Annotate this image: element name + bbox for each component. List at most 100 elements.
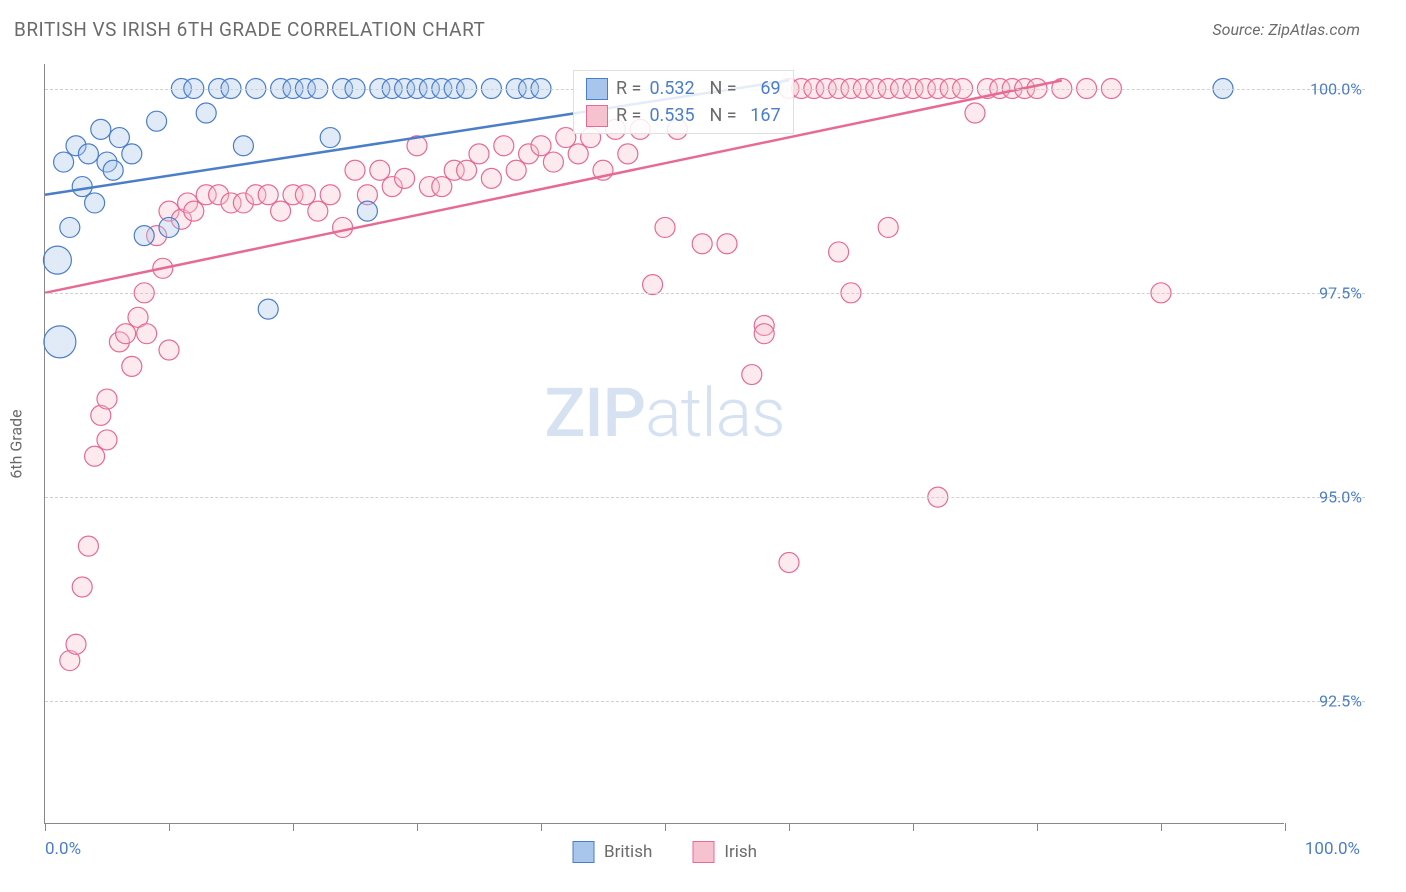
data-point [965,103,985,123]
x-tick [665,823,666,831]
gridline [45,293,1365,294]
data-point [91,119,111,139]
data-point [78,536,98,556]
data-point [370,160,390,180]
data-point [531,136,551,156]
stats-row-british: R = 0.532 N = 69 [586,75,781,102]
data-point [717,234,737,254]
data-point [196,103,216,123]
data-point [72,577,92,597]
stats-swatch-irish [586,105,608,127]
chart-title: BRITISH VS IRISH 6TH GRADE CORRELATION C… [14,18,485,41]
data-point [60,217,80,237]
legend-item-irish: Irish [692,841,757,863]
data-point [72,177,92,197]
gridline [45,701,1365,702]
data-point [159,217,179,237]
data-point [116,324,136,344]
data-point [258,299,278,319]
data-point [103,160,123,180]
chart-source: Source: ZipAtlas.com [1212,20,1360,39]
x-tick [1161,823,1162,831]
data-point [66,634,86,654]
stats-n-irish: 167 [745,102,781,129]
data-point [295,185,315,205]
x-tick [45,823,46,831]
data-point [109,128,129,148]
x-tick [417,823,418,831]
data-point [655,217,675,237]
data-point [494,136,514,156]
data-point [568,144,588,164]
data-point [147,111,167,131]
x-max-label: 100.0% [1305,839,1360,859]
data-point [97,389,117,409]
data-point [320,185,340,205]
x-min-label: 0.0% [45,839,81,859]
legend-swatch-irish [692,841,714,863]
stats-box: R = 0.532 N = 69 R = 0.535 N = 167 [573,70,794,134]
data-point [469,144,489,164]
data-point [692,234,712,254]
x-tick [293,823,294,831]
data-point [506,160,526,180]
data-point [357,201,377,221]
data-point [44,326,76,358]
data-point [184,201,204,221]
data-point [333,217,353,237]
x-tick [913,823,914,831]
y-tick-label: 92.5% [1319,692,1362,711]
legend-label-british: British [604,842,652,862]
stats-swatch-british [586,78,608,100]
plot-svg [45,64,1285,824]
legend-label-irish: Irish [724,842,757,862]
data-point [271,201,291,221]
data-point [878,217,898,237]
legend-swatch-british [572,841,594,863]
gridline [45,497,1365,498]
data-point [395,168,415,188]
data-point [345,160,365,180]
x-tick [541,823,542,831]
data-point [78,144,98,164]
data-point [543,152,563,172]
data-point [159,340,179,360]
data-point [43,246,71,274]
x-tick [1285,823,1286,831]
data-point [54,152,74,172]
data-point [432,177,452,197]
data-point [308,201,328,221]
legend: British Irish [572,841,757,863]
data-point [481,168,501,188]
data-point [457,160,477,180]
data-point [754,324,774,344]
stats-row-irish: R = 0.535 N = 167 [586,102,781,129]
y-tick-label: 100.0% [1310,79,1362,98]
data-point [122,356,142,376]
data-point [85,193,105,213]
y-axis-label: 6th Grade [7,409,26,478]
stats-r-british: 0.532 [649,75,701,102]
data-point [258,185,278,205]
stats-r-irish: 0.535 [649,102,701,129]
x-tick [789,823,790,831]
plot-area: ZIPatlas R = 0.532 N = 69 R = 0.535 N = … [44,64,1284,824]
chart-header: BRITISH VS IRISH 6TH GRADE CORRELATION C… [0,0,1406,41]
x-tick [169,823,170,831]
x-tick [1037,823,1038,831]
legend-item-british: British [572,841,652,863]
data-point [134,226,154,246]
data-point [97,430,117,450]
data-point [122,144,142,164]
data-point [643,275,663,295]
data-point [779,552,799,572]
chart-container: 6th Grade ZIPatlas R = 0.532 N = 69 R = … [44,64,1364,824]
y-tick-label: 97.5% [1319,283,1362,302]
data-point [742,365,762,385]
data-point [320,128,340,148]
data-point [85,446,105,466]
data-point [829,242,849,262]
data-point [233,136,253,156]
data-point [618,144,638,164]
data-point [137,324,157,344]
